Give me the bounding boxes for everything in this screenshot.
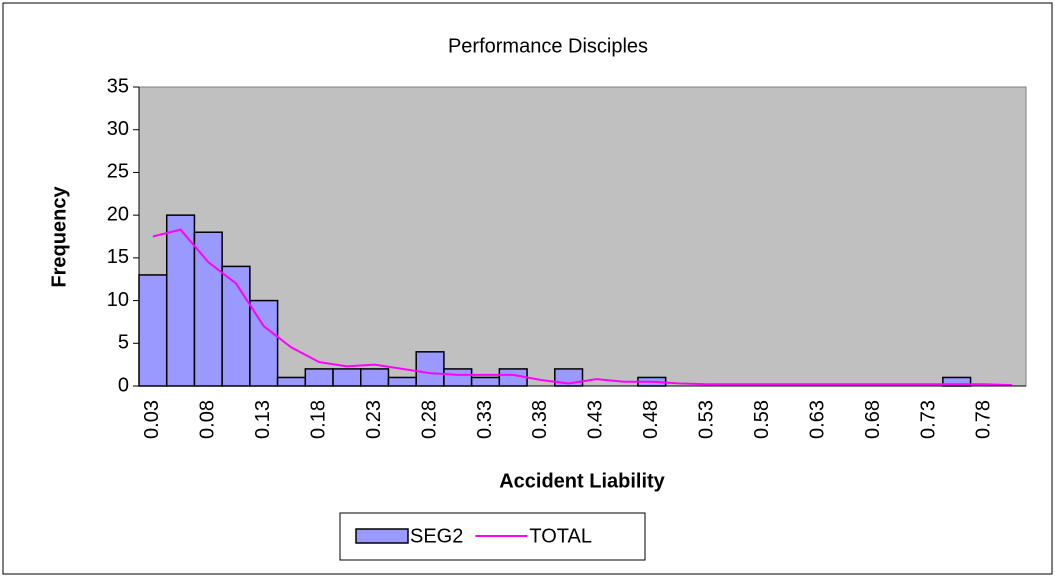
y-tick-label: 15 [107,246,129,268]
x-tick-label: 0.08 [197,400,219,439]
x-tick-label: 0.13 [252,400,274,439]
legend-label: SEG2 [410,525,463,547]
legend-swatch [355,528,409,544]
y-axis-title: Frequency [48,186,70,288]
bar [415,351,445,387]
x-tick-label: 0.68 [862,400,884,439]
line [152,228,1013,387]
legend-label: TOTAL [529,525,592,547]
x-tick-label: 0.43 [585,400,607,439]
x-tick-label: 0.63 [806,400,828,439]
bar [387,376,417,387]
x-tick-label: 0.38 [529,400,551,439]
bar [276,376,307,387]
x-tick-label: 0.28 [418,400,440,439]
bar [332,368,362,387]
x-tick-label: 0.73 [917,400,939,439]
x-tick-label: 0.48 [640,400,662,439]
y-tick-label: 5 [118,332,129,354]
y-tick-label: 10 [107,289,129,311]
y-tick-label: 35 [107,75,129,97]
y-tick-label: 0 [118,374,129,396]
y-tick-label: 25 [107,161,129,183]
x-tick-label: 0.03 [141,400,163,439]
bar [470,376,501,387]
x-tick-label: 0.78 [973,400,995,439]
x-tick-label: 0.23 [363,400,385,439]
y-tick-label: 30 [107,118,129,140]
x-tick-label: 0.33 [474,400,496,439]
bar [304,368,334,387]
x-axis-title: Accident Liability [499,470,665,492]
bar [443,368,473,387]
bar [360,368,390,387]
bar [193,231,223,387]
x-tick-label: 0.18 [307,400,329,439]
x-tick-label: 0.58 [751,400,773,439]
plot-area [138,86,1027,387]
bar [249,299,279,387]
x-tick-label: 0.53 [696,400,718,439]
bar [138,274,168,387]
y-tick-label: 20 [107,203,129,225]
chart-title: Performance Disciples [448,35,648,57]
